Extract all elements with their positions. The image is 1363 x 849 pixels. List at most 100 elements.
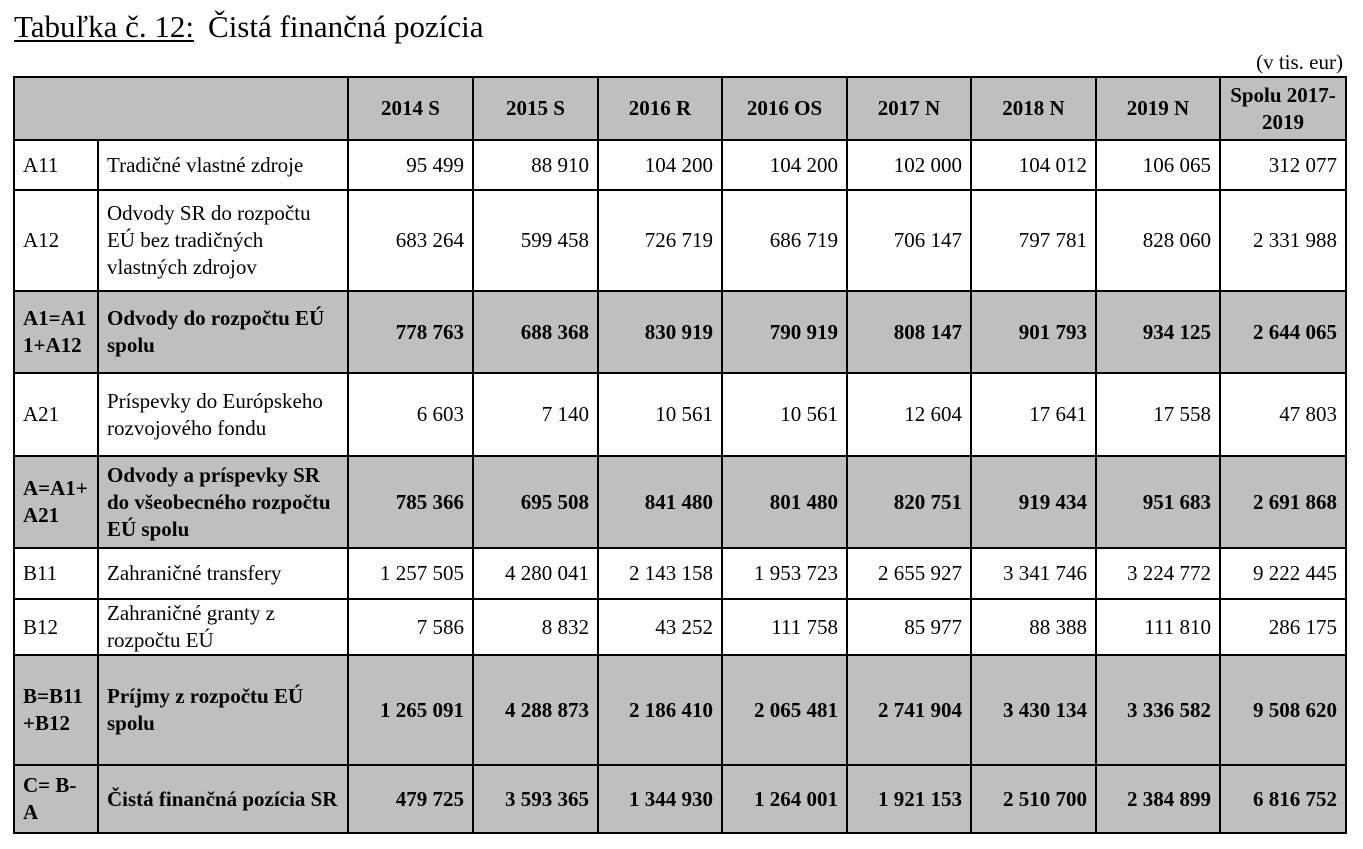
row-description-cell: Zahraničné granty z rozpočtu EÚ (97, 598, 349, 656)
value-cell: 2 384 899 (1095, 764, 1221, 834)
value-cell: 10 561 (721, 372, 848, 457)
value-cell: 479 725 (347, 764, 474, 834)
value-cell: 808 147 (846, 290, 972, 374)
value-cell: 3 336 582 (1095, 654, 1221, 766)
table-title: Tabuľka č. 12: Čistá finančná pozícia (14, 8, 483, 46)
value-cell: 3 430 134 (970, 654, 1097, 766)
value-cell: 9 222 445 (1219, 547, 1347, 600)
row-description-cell: Odvody do rozpočtu EÚ spolu (97, 290, 349, 374)
value-cell: 3 341 746 (970, 547, 1097, 600)
value-cell: 686 719 (721, 189, 848, 292)
column-header: 2015 S (472, 76, 599, 141)
value-cell: 312 077 (1219, 139, 1347, 191)
row-code-cell: B11 (13, 547, 99, 600)
value-cell: 683 264 (347, 189, 474, 292)
value-cell: 1 953 723 (721, 547, 848, 600)
value-cell: 10 561 (597, 372, 723, 457)
table-row: A12 Odvody SR do rozpočtu EÚ bez tradičný… (13, 189, 1347, 292)
value-cell: 830 919 (597, 290, 723, 374)
value-cell: 599 458 (472, 189, 599, 292)
row-description-cell: Odvody SR do rozpočtu EÚ bez tradičných … (97, 189, 349, 292)
value-cell: 919 434 (970, 455, 1097, 549)
unit-note: (v tis. eur) (1256, 50, 1343, 74)
value-cell: 2 741 904 (846, 654, 972, 766)
value-cell: 901 793 (970, 290, 1097, 374)
value-cell: 88 910 (472, 139, 599, 191)
value-cell: 820 751 (846, 455, 972, 549)
column-header: 2016 R (597, 76, 723, 141)
row-code-cell: A21 (13, 372, 99, 457)
value-cell: 4 280 041 (472, 547, 599, 600)
value-cell: 1 344 930 (597, 764, 723, 834)
table-row: A21 Príspevky do Európskeho rozvojového f… (13, 372, 1347, 457)
value-cell: 7 586 (347, 598, 474, 656)
table-row: C= B-A Čistá finančná pozícia SR 479 725 3 … (13, 764, 1347, 834)
value-cell: 1 257 505 (347, 547, 474, 600)
row-description-cell: Čistá finančná pozícia SR (97, 764, 349, 834)
row-description-cell: Zahraničné transfery (97, 547, 349, 600)
value-cell: 951 683 (1095, 455, 1221, 549)
table-row: B11 Zahraničné transfery 1 257 505 4 280 04… (13, 547, 1347, 600)
value-cell: 6 816 752 (1219, 764, 1347, 834)
column-header: Spolu 2017-2019 (1219, 76, 1347, 141)
table-title-text: Čistá finančná pozícia (208, 9, 484, 44)
value-cell: 790 919 (721, 290, 848, 374)
column-header: 2017 N (846, 76, 972, 141)
value-cell: 3 593 365 (472, 764, 599, 834)
value-cell: 111 810 (1095, 598, 1221, 656)
value-cell: 1 921 153 (846, 764, 972, 834)
value-cell: 4 288 873 (472, 654, 599, 766)
value-cell: 43 252 (597, 598, 723, 656)
value-cell: 828 060 (1095, 189, 1221, 292)
value-cell: 785 366 (347, 455, 474, 549)
value-cell: 102 000 (846, 139, 972, 191)
value-cell: 695 508 (472, 455, 599, 549)
value-cell: 17 641 (970, 372, 1097, 457)
row-code-cell: B=B11+B12 (13, 654, 99, 766)
value-cell: 2 655 927 (846, 547, 972, 600)
column-header: 2019 N (1095, 76, 1221, 141)
row-code-cell: C= B-A (13, 764, 99, 834)
value-cell: 2 143 158 (597, 547, 723, 600)
table-number-label: Tabuľka č. 12: (14, 9, 195, 44)
value-cell: 797 781 (970, 189, 1097, 292)
value-cell: 88 388 (970, 598, 1097, 656)
value-cell: 111 758 (721, 598, 848, 656)
value-cell: 1 265 091 (347, 654, 474, 766)
value-cell: 106 065 (1095, 139, 1221, 191)
column-header: 2018 N (970, 76, 1097, 141)
value-cell: 85 977 (846, 598, 972, 656)
row-description-cell: Tradičné vlastné zdroje (97, 139, 349, 191)
value-cell: 2 510 700 (970, 764, 1097, 834)
value-cell: 3 224 772 (1095, 547, 1221, 600)
value-cell: 104 200 (721, 139, 848, 191)
value-cell: 2 644 065 (1219, 290, 1347, 374)
value-cell: 706 147 (846, 189, 972, 292)
header-row: 2014 S 2015 S 2016 R 2016 OS 2017 N 2018… (13, 76, 1347, 141)
table-row: A=A1+A21 Odvody a príspevky SR do všeobec… (13, 455, 1347, 549)
row-code-cell: B12 (13, 598, 99, 656)
row-code-cell: A11 (13, 139, 99, 191)
row-description-cell: Príjmy z rozpočtu EÚ spolu (97, 654, 349, 766)
value-cell: 801 480 (721, 455, 848, 549)
financial-position-table: 2014 S 2015 S 2016 R 2016 OS 2017 N 2018… (13, 76, 1347, 834)
value-cell: 1 264 001 (721, 764, 848, 834)
table-row: B12 Zahraničné granty z rozpočtu EÚ 7 586 8… (13, 598, 1347, 656)
row-code-cell: A1=A11+A12 (13, 290, 99, 374)
value-cell: 934 125 (1095, 290, 1221, 374)
value-cell: 2 691 868 (1219, 455, 1347, 549)
value-cell: 286 175 (1219, 598, 1347, 656)
value-cell: 2 186 410 (597, 654, 723, 766)
row-description-cell: Odvody a príspevky SR do všeobecného roz… (97, 455, 349, 549)
value-cell: 726 719 (597, 189, 723, 292)
value-cell: 17 558 (1095, 372, 1221, 457)
table-row: A11 Tradičné vlastné zdroje 95 499 88 910 10… (13, 139, 1347, 191)
value-cell: 6 603 (347, 372, 474, 457)
value-cell: 841 480 (597, 455, 723, 549)
value-cell: 2 065 481 (721, 654, 848, 766)
row-description-cell: Príspevky do Európskeho rozvojového fond… (97, 372, 349, 457)
value-cell: 9 508 620 (1219, 654, 1347, 766)
value-cell: 8 832 (472, 598, 599, 656)
table-row: A1=A11+A12 Odvody do rozpočtu EÚ spolu 778… (13, 290, 1347, 374)
value-cell: 12 604 (846, 372, 972, 457)
